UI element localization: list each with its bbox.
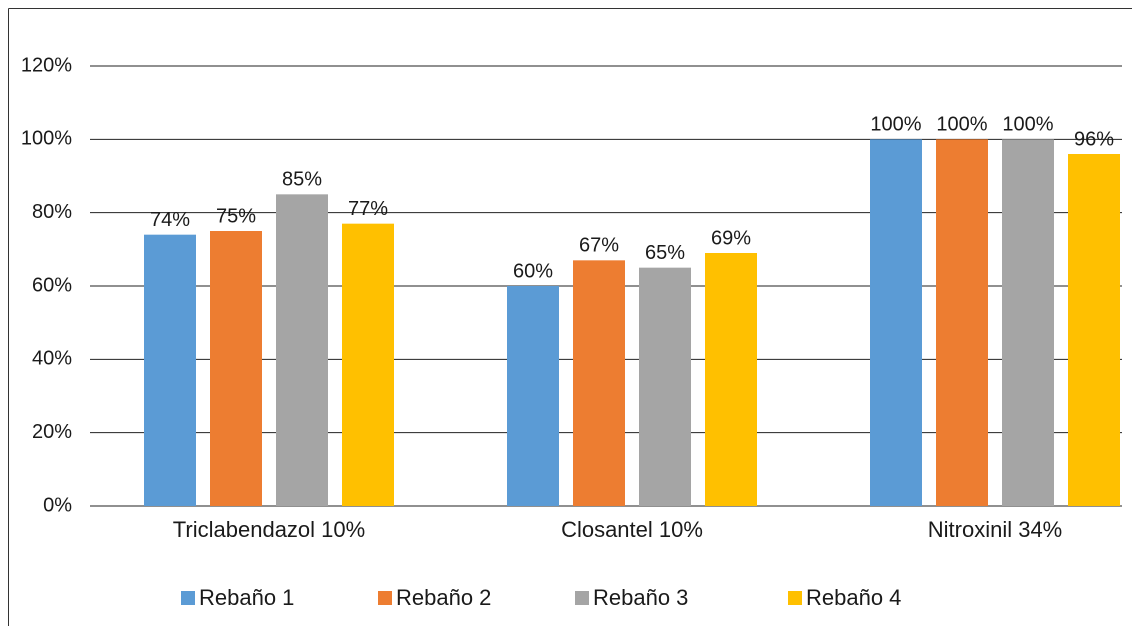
data-label: 100%	[870, 114, 921, 136]
y-tick-label: 100%	[21, 128, 72, 150]
legend-swatch	[378, 591, 392, 605]
y-tick-label: 120%	[21, 54, 72, 76]
x-tick-label: Nitroxinil 34%	[928, 517, 1063, 542]
bar	[342, 223, 394, 506]
bar	[144, 234, 196, 506]
data-label: 77%	[348, 198, 388, 220]
bar	[1068, 154, 1120, 506]
data-label: 100%	[1002, 114, 1053, 136]
data-label: 60%	[513, 260, 553, 282]
data-label: 74%	[150, 209, 190, 231]
data-label: 65%	[645, 242, 685, 264]
legend-swatch	[181, 591, 195, 605]
legend-label: Rebaño 2	[396, 585, 491, 610]
data-label: 75%	[216, 205, 256, 227]
y-tick-label: 60%	[32, 274, 72, 296]
legend-label: Rebaño 1	[199, 585, 294, 610]
legend-swatch	[788, 591, 802, 605]
y-tick-label: 80%	[32, 201, 72, 223]
legend-swatch	[575, 591, 589, 605]
x-tick-label: Triclabendazol 10%	[173, 517, 365, 542]
bar	[639, 267, 691, 506]
x-tick-label: Closantel 10%	[561, 517, 703, 542]
bar	[276, 194, 328, 507]
bar	[705, 253, 757, 506]
y-tick-label: 20%	[32, 421, 72, 443]
bar	[870, 139, 922, 507]
bar	[507, 286, 559, 506]
data-label: 69%	[711, 227, 751, 249]
y-tick-label: 0%	[43, 494, 72, 516]
legend-label: Rebaño 3	[593, 585, 688, 610]
data-label: 85%	[282, 169, 322, 191]
bar	[210, 231, 262, 506]
data-label: 96%	[1074, 128, 1114, 150]
data-label: 100%	[936, 114, 987, 136]
legend-label: Rebaño 4	[806, 585, 901, 610]
bar	[1002, 139, 1054, 507]
bar	[936, 139, 988, 507]
y-tick-label: 40%	[32, 348, 72, 370]
data-label: 67%	[579, 235, 619, 257]
bar	[573, 260, 625, 506]
